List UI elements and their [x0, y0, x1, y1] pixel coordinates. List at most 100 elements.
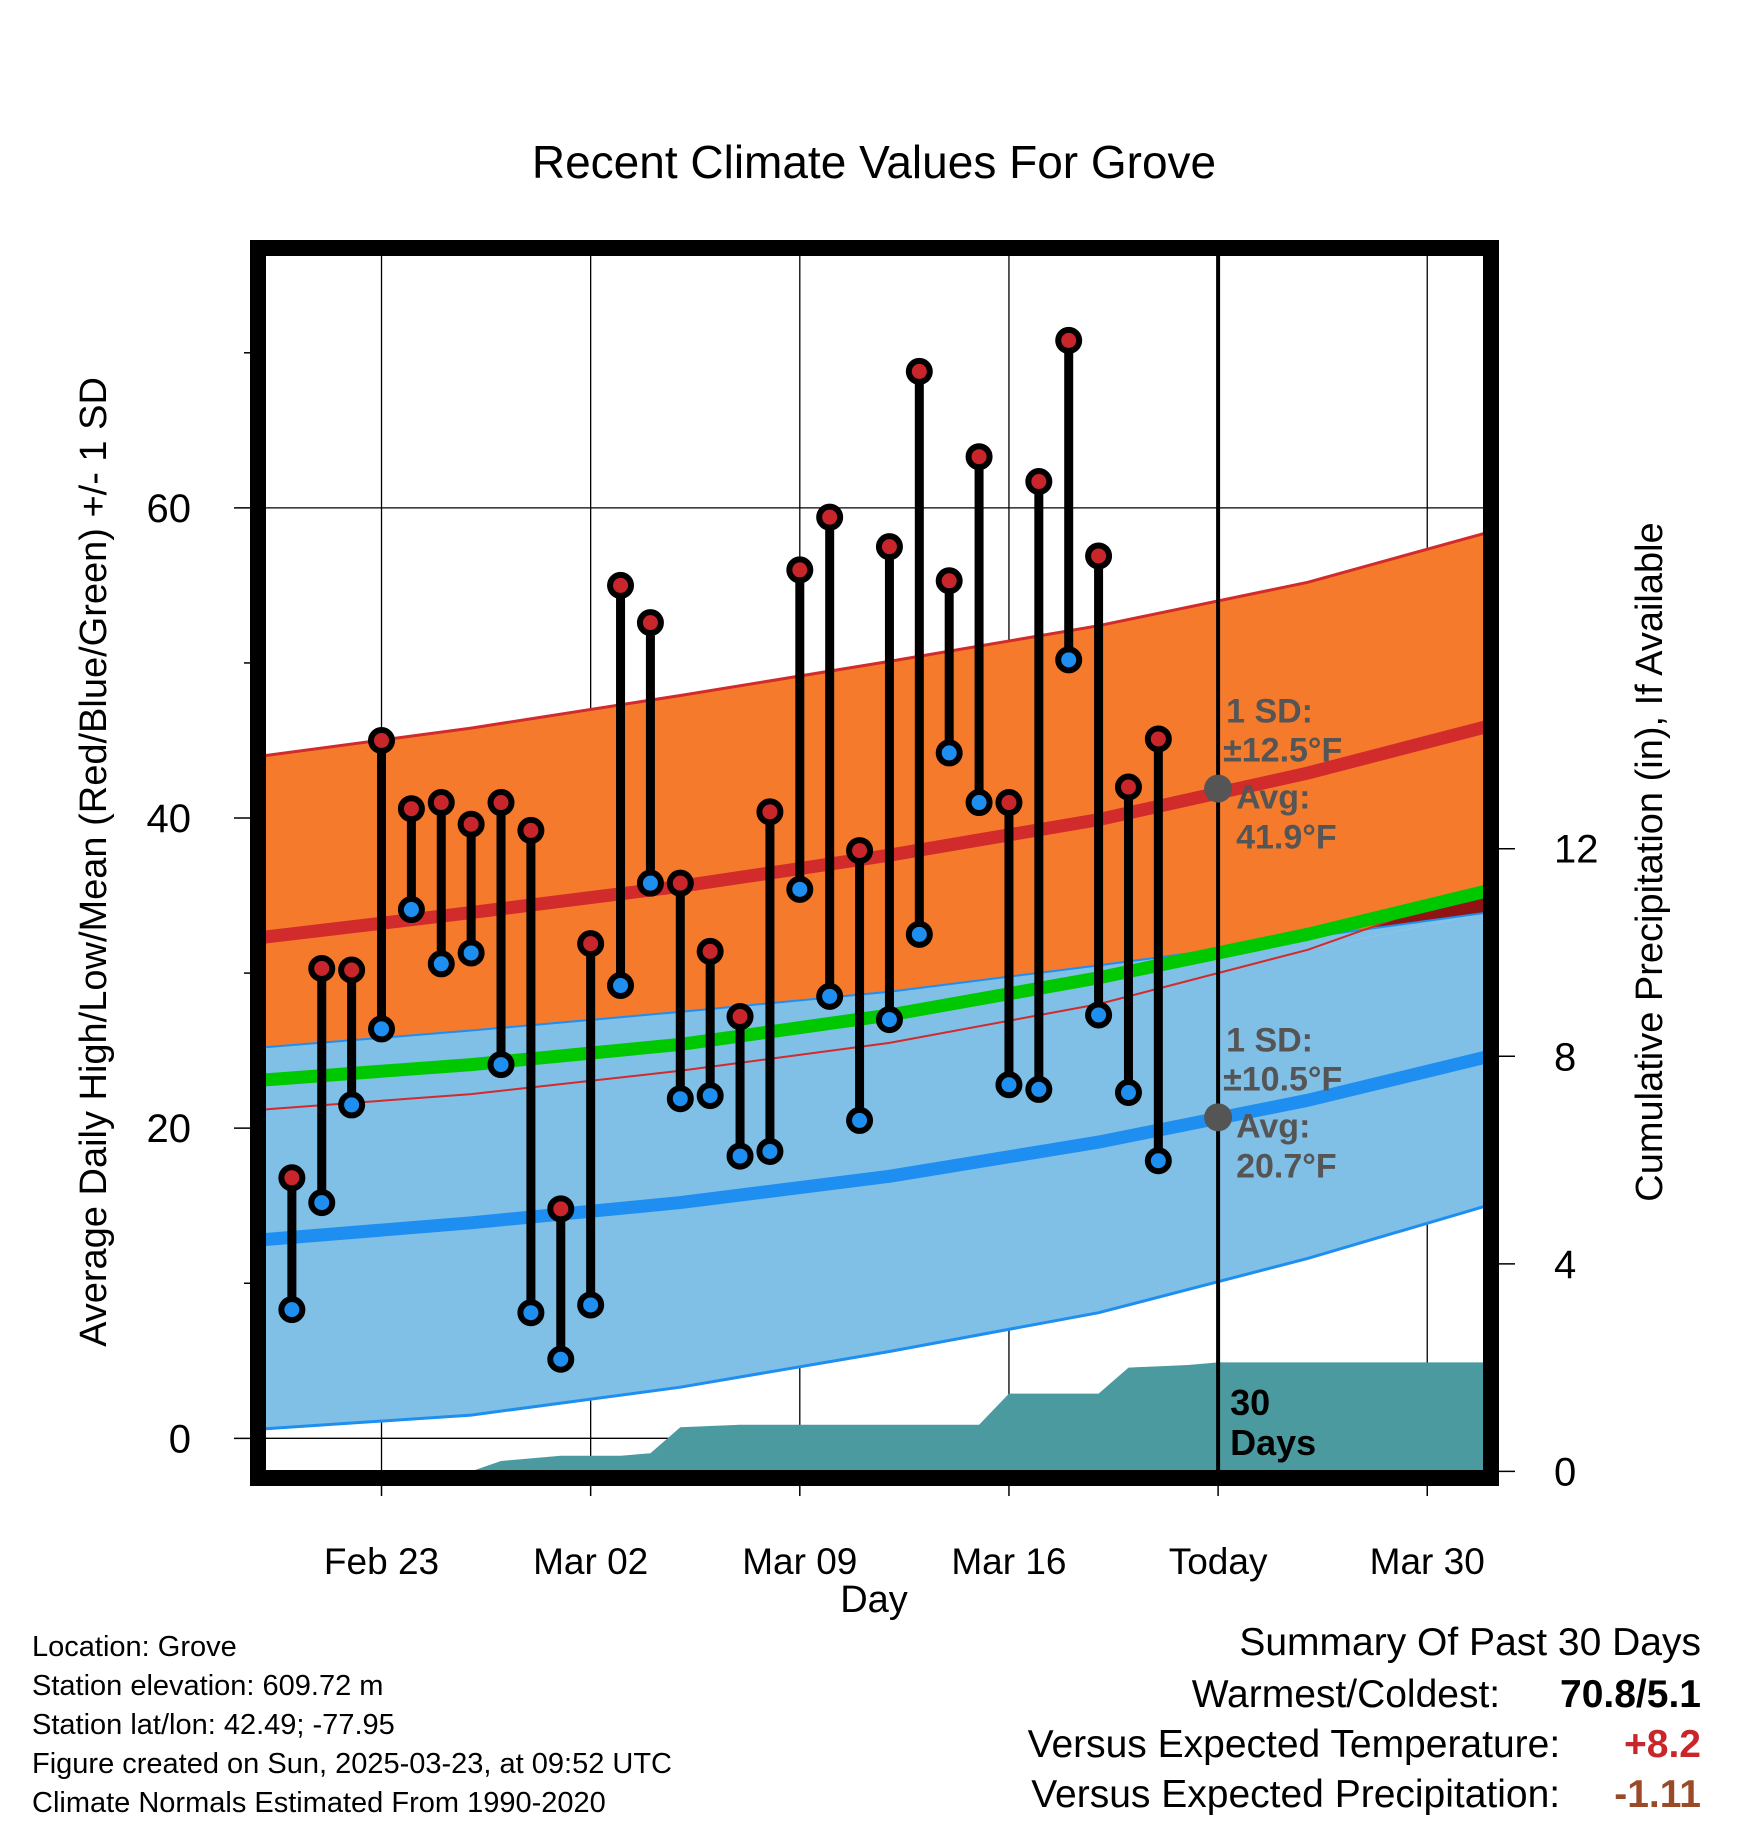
y2-tick-label: 12	[1554, 828, 1599, 872]
high-today-marker	[1204, 774, 1233, 803]
station-info: Location: Grove Station elevation: 609.7…	[32, 1628, 672, 1823]
low-point	[935, 739, 963, 767]
low-point	[636, 869, 664, 897]
high-avg-value: 41.9°F	[1236, 819, 1337, 857]
temperature-label: Versus Expected Temperature:	[1027, 1723, 1561, 1766]
low-point	[368, 1015, 396, 1043]
x-tick-label: Today	[1169, 1541, 1268, 1582]
low-normal-line	[262, 1050, 1487, 1247]
high-point	[338, 956, 366, 984]
high-point	[547, 1195, 575, 1223]
y2-tick-label: 0	[1554, 1450, 1576, 1494]
y-tick-label: 0	[169, 1417, 191, 1461]
x-tick-label: Mar 16	[951, 1541, 1066, 1582]
temperature-value: +8.2	[1624, 1723, 1701, 1766]
low-point	[786, 875, 814, 903]
high-point	[995, 789, 1023, 817]
high-sd-label: 1 SD:	[1226, 693, 1313, 731]
high-point	[517, 816, 545, 844]
precip-area	[262, 1362, 1487, 1472]
low-point	[666, 1085, 694, 1113]
low-today-marker	[1204, 1103, 1233, 1132]
low-point	[756, 1137, 784, 1165]
low-point	[427, 950, 455, 978]
low-point	[547, 1345, 575, 1373]
high-point	[1055, 326, 1083, 354]
high-point	[308, 954, 336, 982]
x-tick-label: Mar 30	[1370, 1541, 1485, 1582]
high-point	[427, 789, 455, 817]
low-point	[905, 920, 933, 948]
low-point	[517, 1299, 545, 1327]
elevation-text: Station elevation: 609.72 m	[32, 1670, 384, 1702]
low-avg-label: Avg:	[1236, 1107, 1310, 1145]
normals-text: Climate Normals Estimated From 1990-2020	[32, 1787, 606, 1819]
x-axis-label: Day	[840, 1579, 908, 1620]
high-point	[666, 869, 694, 897]
low-point	[726, 1142, 754, 1170]
high-point	[457, 810, 485, 838]
low-point	[1144, 1147, 1172, 1175]
high-point	[278, 1164, 306, 1192]
x-tick-label: Feb 23	[324, 1541, 439, 1582]
low-point	[577, 1291, 605, 1319]
plot-frame	[250, 240, 1499, 1486]
precip-days-number: 30	[1230, 1382, 1270, 1423]
low-point	[1025, 1075, 1053, 1103]
high-point	[636, 609, 664, 637]
location-text: Location: Grove	[32, 1631, 237, 1663]
low-point	[338, 1091, 366, 1119]
high-point	[1144, 725, 1172, 753]
latlon-text: Station lat/lon: 42.49; -77.95	[32, 1709, 395, 1741]
warmest-coldest-label: Warmest/Coldest:	[1191, 1673, 1501, 1716]
precipitation-value: -1.11	[1614, 1773, 1701, 1816]
high-sd-value: ±12.5°F	[1223, 732, 1342, 770]
high-point	[875, 533, 903, 561]
high-point	[816, 503, 844, 531]
high-point	[905, 357, 933, 385]
low-point	[875, 1006, 903, 1034]
chart-title: Recent Climate Values For Grove	[532, 136, 1216, 188]
y-axis-label: Average Daily High/Low/Mean (Red/Blue/Gr…	[73, 377, 115, 1347]
created-text: Figure created on Sun, 2025-03-23, at 09…	[32, 1748, 672, 1780]
low-point	[487, 1051, 515, 1079]
low-point	[1085, 1001, 1113, 1029]
warmest-coldest-row: Warmest/Coldest: 70.8/5.1	[1028, 1670, 1701, 1720]
low-point	[1114, 1079, 1142, 1107]
low-point	[278, 1296, 306, 1324]
high-point	[607, 571, 635, 599]
y-tick-label: 60	[147, 487, 192, 531]
high-point	[1025, 468, 1053, 496]
high-sd-lower-line	[262, 885, 1487, 1111]
high-point	[756, 798, 784, 826]
precipitation-label: Versus Expected Precipitation:	[1031, 1773, 1561, 1816]
high-point	[846, 837, 874, 865]
summary-panel: Summary Of Past 30 Days Warmest/Coldest:…	[1028, 1618, 1701, 1820]
high-point	[368, 726, 396, 754]
high-point	[786, 556, 814, 584]
x-tick-label: Mar 09	[742, 1541, 857, 1582]
y-tick-label: 20	[147, 1107, 192, 1151]
high-point	[726, 1003, 754, 1031]
high-point	[1114, 773, 1142, 801]
low-sd-lower-line	[262, 1204, 1487, 1431]
high-point	[577, 930, 605, 958]
y2-tick-label: 4	[1554, 1243, 1576, 1287]
low-point	[816, 982, 844, 1010]
low-sd-label: 1 SD:	[1226, 1021, 1313, 1059]
climate-chart: Recent Climate Values For Grove 1 SD:±12…	[73, 136, 1671, 1620]
low-point	[607, 972, 635, 1000]
precipitation-row: Versus Expected Precipitation: -1.11	[1028, 1770, 1701, 1820]
high-point	[487, 789, 515, 817]
low-point	[846, 1106, 874, 1134]
low-point	[965, 789, 993, 817]
low-point	[995, 1071, 1023, 1099]
low-point	[397, 896, 425, 924]
high-avg-label: Avg:	[1236, 779, 1310, 817]
x-tick-label: Mar 02	[533, 1541, 648, 1582]
high-point	[1085, 542, 1113, 570]
warmest-coldest-value: 70.8/5.1	[1560, 1673, 1701, 1716]
low-sd-band	[262, 912, 1487, 1429]
low-avg-value: 20.7°F	[1236, 1147, 1337, 1185]
high-point	[696, 937, 724, 965]
